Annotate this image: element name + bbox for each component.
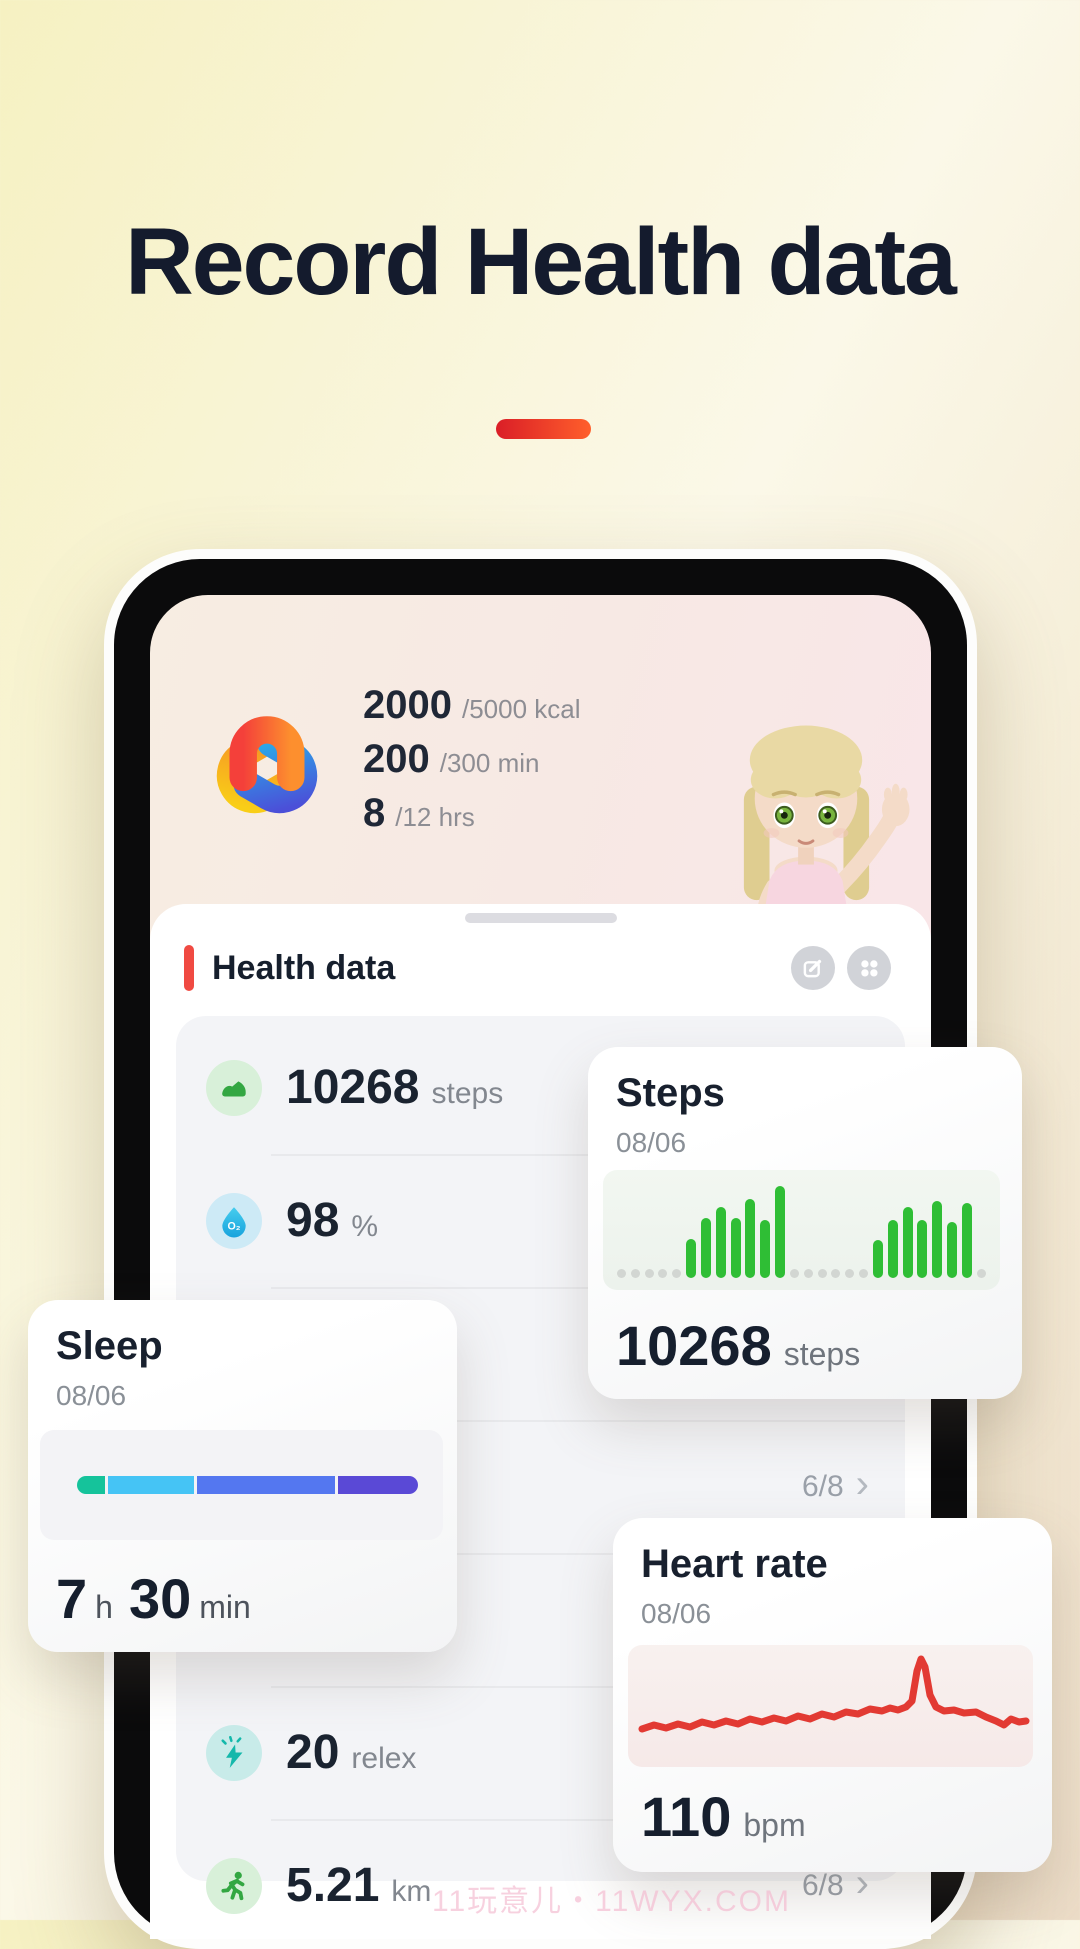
calories-stat: 2000 /5000 kcal <box>363 683 581 729</box>
minutes-target: /300 min <box>439 748 540 778</box>
steps-card-value: 10268 <box>616 1314 772 1377</box>
heart-line-chart <box>628 1645 1033 1767</box>
heart-card-title: Heart rate <box>641 1542 828 1586</box>
distance-value: 5.21 <box>286 1859 380 1912</box>
minutes-value: 200 <box>363 737 430 781</box>
health-app-logo-icon <box>216 716 318 814</box>
section-accent-bar <box>184 945 194 991</box>
steps-card-date: 08/06 <box>616 1127 687 1158</box>
heart-card-unit: bpm <box>743 1807 806 1843</box>
heart-card-date: 08/06 <box>641 1598 712 1629</box>
sleep-hours-value: 7 <box>56 1567 88 1630</box>
heart-card-value: 110 <box>641 1785 732 1848</box>
steps-widget-card[interactable]: Steps 08/06 10268 steps <box>588 1047 1022 1399</box>
avatar-illustration <box>743 725 910 905</box>
distance-row[interactable]: 5.21 km 6/8 › <box>176 1819 905 1939</box>
active-minutes-stat: 200 /300 min <box>363 737 581 783</box>
shoe-icon <box>206 1059 262 1116</box>
hours-value: 8 <box>363 791 386 835</box>
sleep-card-title: Sleep <box>56 1324 163 1368</box>
edit-icon <box>803 959 822 978</box>
blood-oxygen-row[interactable]: O₂ 98 % <box>176 1154 905 1287</box>
steps-card-unit: steps <box>783 1336 861 1372</box>
pager-label: 6/8 <box>801 1868 844 1902</box>
chevron-right-icon: › <box>855 1860 869 1905</box>
daily-goals: 2000 /5000 kcal 200 /300 min 8 /12 hrs <box>363 683 581 837</box>
runner-icon <box>206 1857 262 1914</box>
hours-target: /12 hrs <box>395 802 475 832</box>
heart-rate-widget-card[interactable]: Heart rate 08/06 110 bpm <box>613 1518 1052 1872</box>
edit-button[interactable] <box>791 946 835 990</box>
sheet-actions <box>791 946 891 990</box>
sleep-hours-unit: h <box>95 1589 113 1625</box>
sleep-minutes-value: 30 <box>128 1567 192 1630</box>
sleep-chart-area <box>40 1430 443 1540</box>
relax-unit: relex <box>351 1741 417 1775</box>
steps-value: 10268 <box>286 1061 420 1114</box>
oxygen-icon: O₂ <box>206 1192 262 1249</box>
calories-value: 2000 <box>363 683 452 727</box>
sleep-widget-card[interactable]: Sleep 08/06 7 h 30 min <box>28 1300 457 1652</box>
accent-dash <box>496 419 591 439</box>
chevron-right-icon: › <box>855 1461 869 1506</box>
steps-unit: steps <box>431 1076 504 1110</box>
page-title: Record Health data <box>125 208 957 315</box>
bolt-icon <box>206 1724 262 1781</box>
hidden-row <box>176 1553 905 1686</box>
sheet-title: Health data <box>212 948 396 987</box>
sleep-card-date: 08/06 <box>56 1380 127 1411</box>
relax-value: 20 <box>286 1726 340 1779</box>
grid-button[interactable] <box>847 946 891 990</box>
pager-label: 6/8 <box>801 1469 844 1503</box>
watermark: 11玩意儿・11WYX.COM <box>432 1885 791 1918</box>
hours-stat: 8 /12 hrs <box>363 791 581 837</box>
oxygen-value: 98 <box>286 1194 340 1247</box>
svg-text:O₂: O₂ <box>228 1220 241 1232</box>
sleep-stacked-bar <box>77 1476 418 1494</box>
steps-row[interactable]: 10268 steps <box>176 1021 905 1154</box>
oxygen-unit: % <box>351 1209 379 1243</box>
steps-card-title: Steps <box>616 1071 725 1115</box>
sleep-minutes-unit: min <box>199 1589 251 1625</box>
sheet-drag-handle[interactable] <box>464 913 617 923</box>
heart-line <box>638 1655 1030 1733</box>
sheet-header: Health data <box>184 940 891 996</box>
pager-row[interactable]: 6/8 › <box>176 1420 905 1553</box>
grid-dots-icon <box>861 960 878 977</box>
relax-row[interactable]: 20 relex <box>176 1686 905 1819</box>
distance-unit: km <box>391 1874 432 1908</box>
calories-target: /5000 kcal <box>461 694 581 724</box>
steps-bar-chart <box>603 1170 1000 1290</box>
